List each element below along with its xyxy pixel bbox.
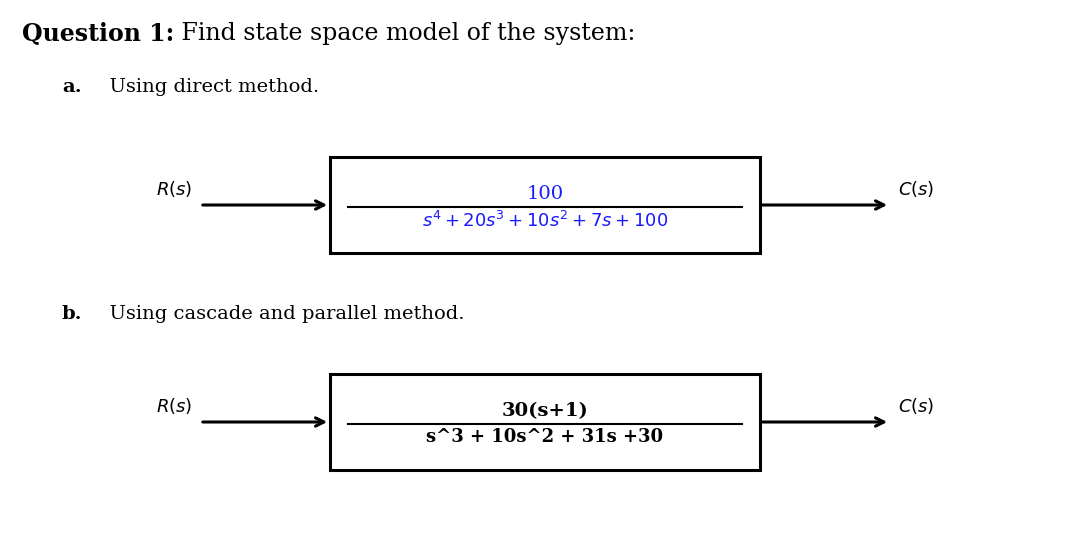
Text: a.: a. (62, 78, 81, 96)
Text: $s^4 + 20s^3 + 10s^2 + 7s + 100$: $s^4 + 20s^3 + 10s^2 + 7s + 100$ (422, 211, 668, 231)
Text: $R(s)$: $R(s)$ (156, 179, 192, 199)
Text: s^3 + 10s^2 + 31s +30: s^3 + 10s^2 + 31s +30 (426, 428, 663, 446)
Bar (330, 374, 760, 470)
Text: $C(s)$: $C(s)$ (898, 396, 934, 416)
Text: 30(s+1): 30(s+1) (502, 402, 589, 420)
Text: Find state space model of the system:: Find state space model of the system: (175, 22, 635, 45)
Text: $R(s)$: $R(s)$ (156, 396, 192, 416)
Text: $C(s)$: $C(s)$ (898, 179, 934, 199)
Bar (330, 157, 760, 253)
Text: Using direct method.: Using direct method. (96, 78, 319, 96)
Text: b.: b. (62, 305, 82, 323)
Text: Question 1:: Question 1: (22, 22, 175, 46)
Text: 100: 100 (527, 185, 564, 203)
Text: Using cascade and parallel method.: Using cascade and parallel method. (96, 305, 465, 323)
